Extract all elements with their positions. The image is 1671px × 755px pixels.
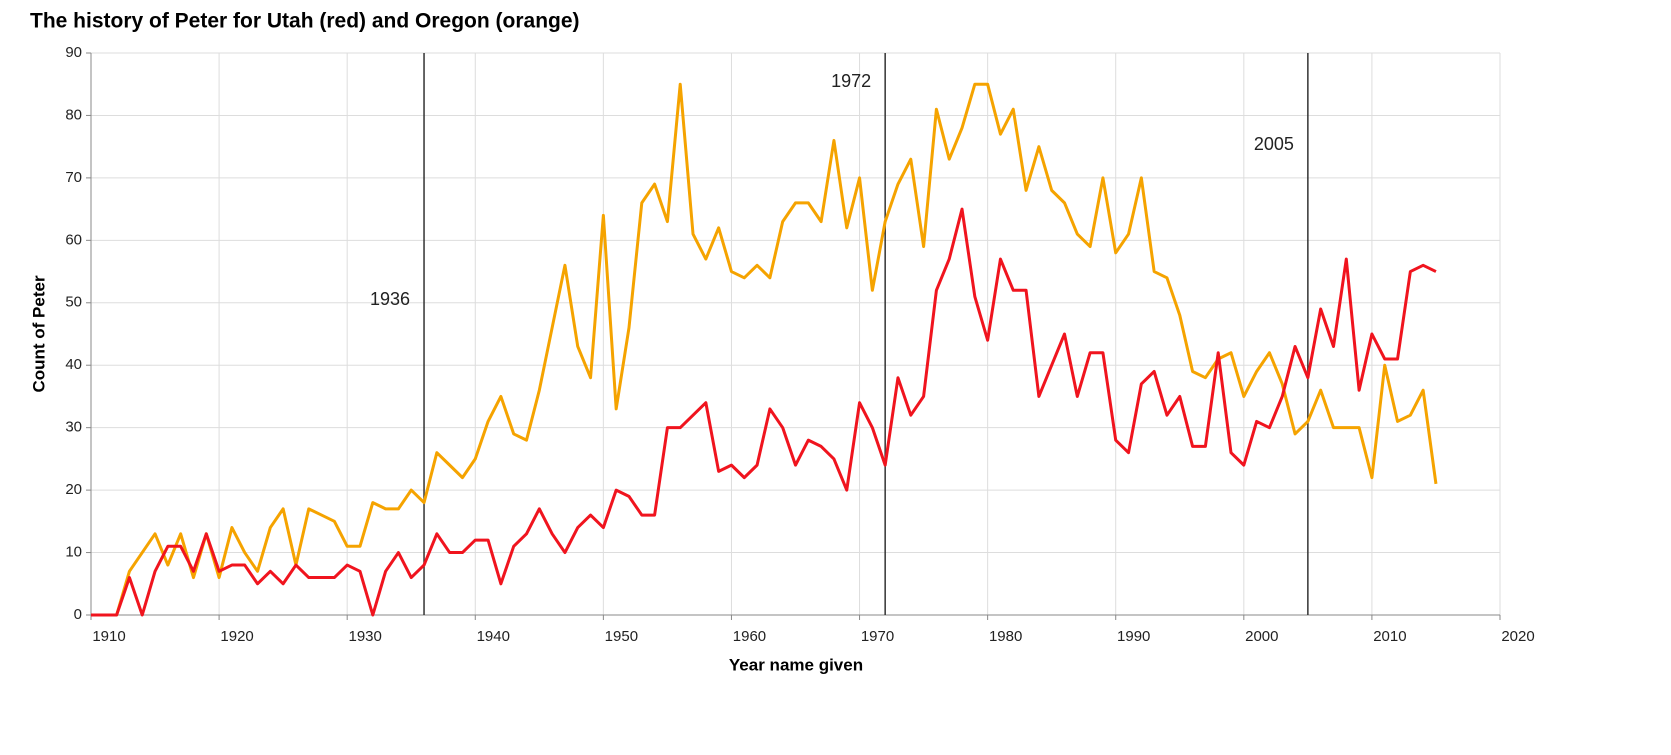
series-line: [91, 82, 1438, 617]
y-tick-label: 80: [65, 106, 82, 123]
x-tick-label: 1960: [733, 628, 766, 645]
series-line: [91, 207, 1437, 617]
x-tick-label: 1980: [989, 628, 1022, 645]
y-tick-label: 20: [65, 481, 82, 498]
x-tick-label: 1910: [92, 628, 125, 645]
x-tick-label: 1990: [1117, 628, 1150, 645]
annotation-label: 1936: [370, 289, 410, 309]
y-tick-label: 10: [65, 544, 82, 561]
y-tick-label: 90: [65, 44, 82, 61]
y-tick-label: 70: [65, 169, 82, 186]
x-tick-label: 2010: [1373, 628, 1406, 645]
x-tick-label: 2000: [1245, 628, 1278, 645]
x-axis-title: Year name given: [729, 655, 863, 674]
y-tick-label: 60: [65, 231, 82, 248]
x-tick-label: 2020: [1501, 628, 1534, 645]
y-axis-title: Count of Peter: [29, 275, 48, 392]
y-tick-label: 50: [65, 294, 82, 311]
y-tick-label: 0: [74, 606, 82, 623]
y-tick-label: 40: [65, 356, 82, 373]
x-tick-label: 1970: [861, 628, 894, 645]
y-tick-label: 30: [65, 419, 82, 436]
x-tick-label: 1940: [477, 628, 510, 645]
x-tick-label: 1930: [348, 628, 381, 645]
x-tick-label: 1920: [220, 628, 253, 645]
x-tick-label: 1950: [605, 628, 638, 645]
chart-title: The history of Peter for Utah (red) and …: [30, 10, 580, 33]
annotation-label: 2005: [1254, 134, 1294, 154]
annotation-label: 1972: [831, 71, 871, 91]
